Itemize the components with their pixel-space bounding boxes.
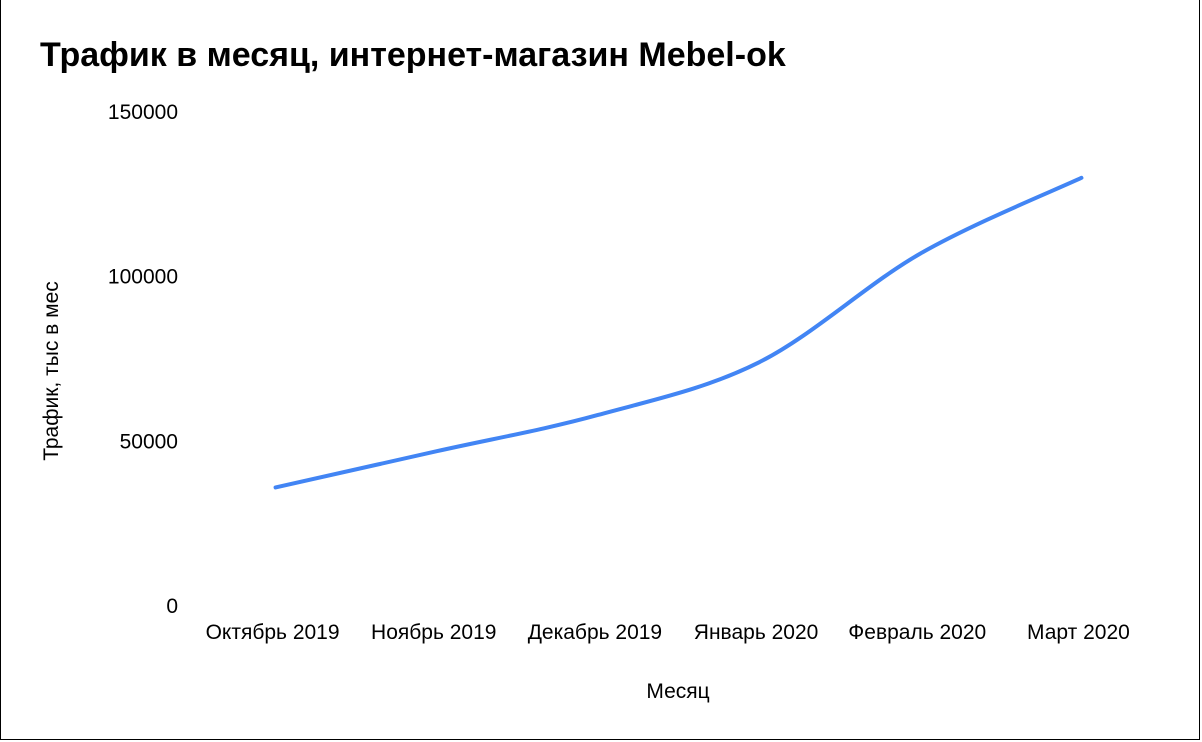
x-tick-label: Март 2020 (1027, 621, 1130, 644)
chart-title: Трафик в месяц, интернет-магазин Mebel-o… (40, 36, 786, 74)
y-tick-label: 150000 (108, 101, 178, 124)
y-tick-label: 100000 (108, 266, 178, 289)
y-tick-label: 0 (166, 595, 178, 618)
x-tick-label: Ноябрь 2019 (371, 621, 496, 644)
x-tick-label: Февраль 2020 (848, 621, 986, 644)
series-layer (273, 175, 1084, 490)
x-axis-label: Месяц (646, 680, 709, 703)
series-line (273, 175, 1084, 490)
x-axis-ticks: Октябрь 2019 Ноябрь 2019 Декабрь 2019 Январ… (206, 621, 1130, 644)
y-axis-ticks: 0 50000 100000 150000 (108, 101, 178, 618)
x-tick-label: Январь 2020 (694, 621, 819, 644)
x-tick-label: Октябрь 2019 (206, 621, 340, 644)
y-axis-label: Трафик, тыс в мес (40, 281, 63, 461)
y-tick-label: 50000 (120, 430, 178, 453)
x-tick-label: Декабрь 2019 (528, 621, 662, 644)
